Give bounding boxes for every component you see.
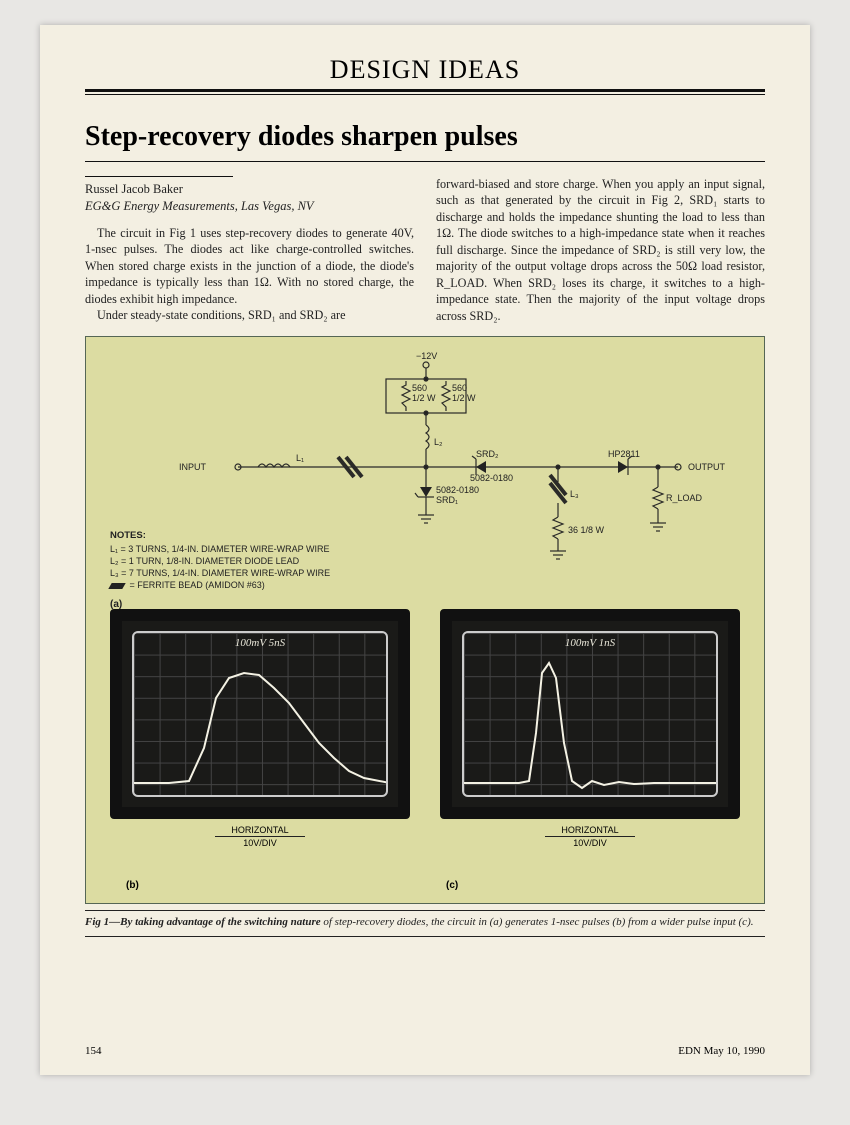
rule [85,161,765,162]
schematic: −12V 560 1/2 W 560 1/2 W [98,347,752,607]
svg-text:5082-0180: 5082-0180 [436,485,479,495]
scope-caption: HORIZONTAL 10V/DIV [110,825,410,848]
svg-text:R_LOAD: R_LOAD [666,493,703,503]
svg-text:OUTPUT: OUTPUT [688,462,726,472]
svg-text:HP2811: HP2811 [608,449,640,459]
rule [85,94,765,95]
scope-c: 100mV 1nS HORIZONTAL 10V/DIV [440,609,740,848]
author-name: Russel Jacob Baker [85,181,414,198]
svg-text:5082-0180: 5082-0180 [470,473,513,483]
column-left: Russel Jacob Baker EG&G Energy Measureme… [85,176,414,324]
ferrite-bead-icon [108,583,125,589]
scope-trace [464,663,718,788]
scanned-page: DESIGN IDEAS Step-recovery diodes sharpe… [40,25,810,1075]
note-line: L₂ = 1 TURN, 1/8-IN. DIAMETER DIODE LEAD [110,556,299,566]
scope-row: 100mV 5nS HORIZONTAL 10V/DIV [98,609,752,848]
svg-text:560: 560 [412,383,427,393]
page-footer: 154 EDN May 10, 1990 [85,1045,765,1057]
rule [85,176,233,177]
svg-text:1/2 W: 1/2 W [412,393,436,403]
author-affiliation: EG&G Energy Measurements, Las Vegas, NV [85,198,414,215]
note-line: L₁ = 3 TURNS, 1/4-IN. DIAMETER WIRE-WRAP… [110,544,330,554]
page-number: 154 [85,1045,102,1057]
scope-b: 100mV 5nS HORIZONTAL 10V/DIV [110,609,410,848]
svg-text:L₃: L₃ [570,489,579,499]
svg-text:SRD₂: SRD₂ [476,449,499,459]
article-title: Step-recovery diodes sharpen pulses [85,121,765,153]
svg-text:L₂: L₂ [434,437,443,447]
note-line: = FERRITE BEAD (AMIDON #63) [130,580,265,590]
body-paragraph: Under steady-state conditions, SRD₁ and … [85,307,414,323]
body-columns: Russel Jacob Baker EG&G Energy Measureme… [85,176,765,324]
svg-text:L₁: L₁ [296,453,304,463]
rule [85,936,765,937]
panel-label-b: (b) [126,880,139,891]
svg-text:SRD₁: SRD₁ [436,495,458,505]
column-right: forward-biased and store charge. When yo… [436,176,765,324]
body-paragraph: forward-biased and store charge. When yo… [436,176,765,324]
svg-text:INPUT: INPUT [179,462,207,472]
section-header: DESIGN IDEAS [85,55,765,85]
svg-text:560: 560 [452,383,467,393]
rule [85,89,765,92]
panel-label-c: (c) [446,880,458,891]
schematic-notes: NOTES: L₁ = 3 TURNS, 1/4-IN. DIAMETER WI… [110,529,330,591]
svg-text:36 1/8 W: 36 1/8 W [568,525,605,535]
body-paragraph: The circuit in Fig 1 uses step-recovery … [85,225,414,307]
notes-heading: NOTES: [110,530,146,541]
publication-info: EDN May 10, 1990 [678,1045,765,1057]
figure-1: −12V 560 1/2 W 560 1/2 W [85,336,765,904]
scope-trace [134,673,388,783]
svg-text:1/2 W: 1/2 W [452,393,476,403]
rule [85,910,765,911]
scope-caption: HORIZONTAL 10V/DIV [440,825,740,848]
note-line: L₃ = 7 TURNS, 1/4-IN. DIAMETER WIRE-WRAP… [110,568,330,578]
svg-text:−12V: −12V [416,351,437,361]
figure-caption: Fig 1—By taking advantage of the switchi… [85,915,765,929]
